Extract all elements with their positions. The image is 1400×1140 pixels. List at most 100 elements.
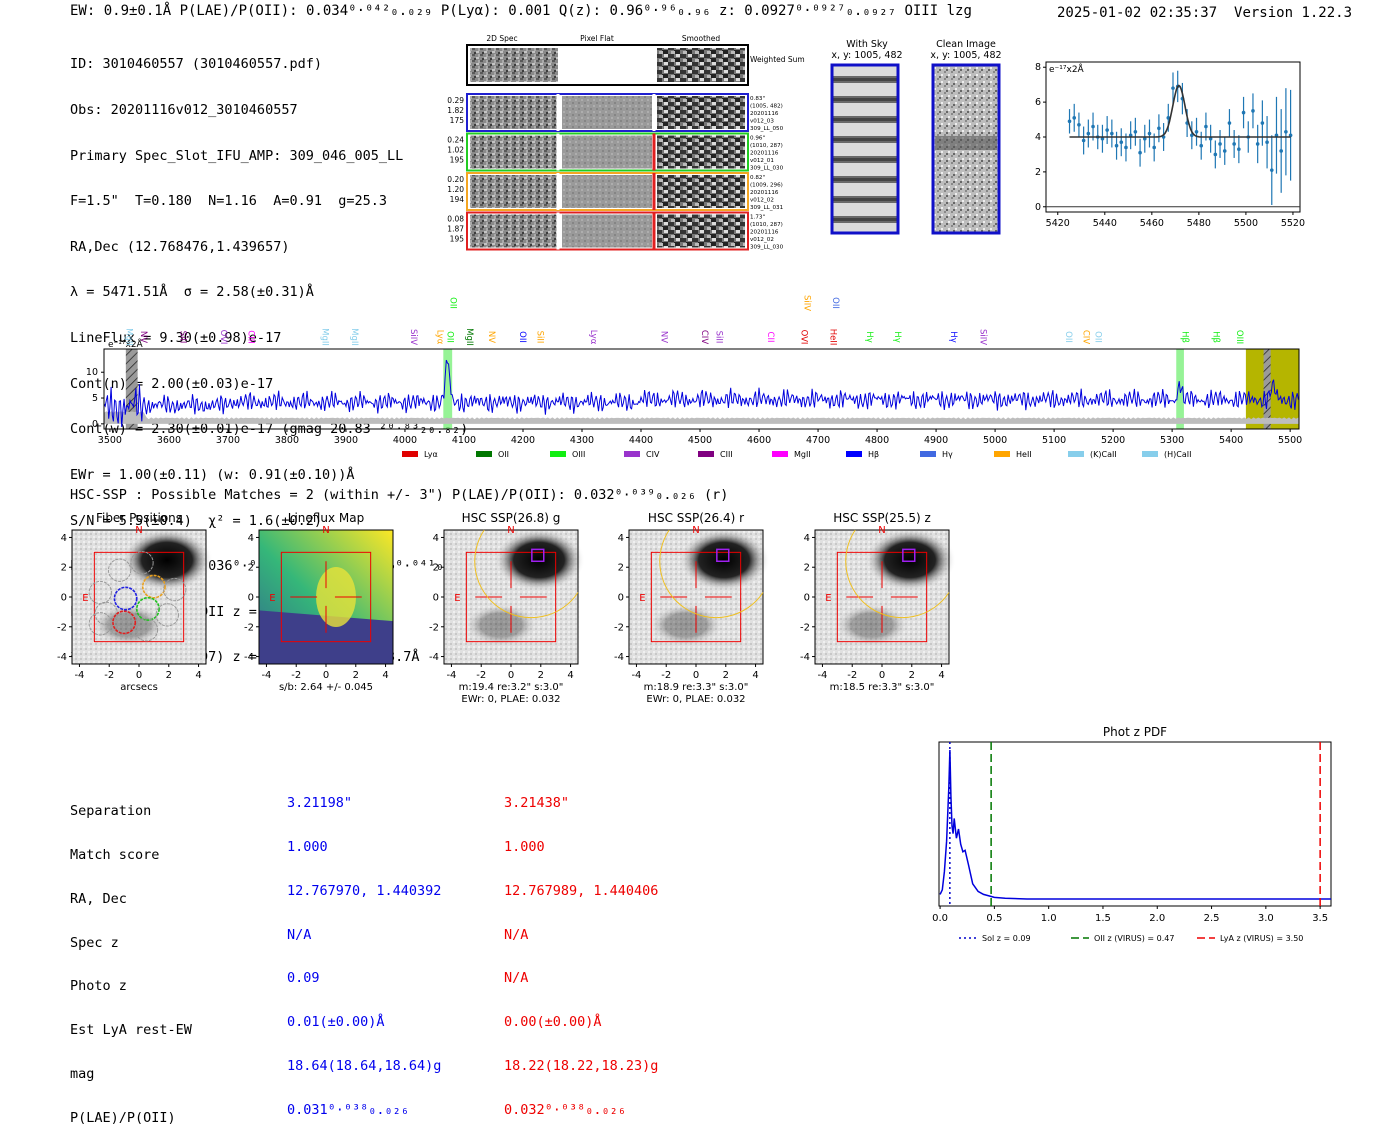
with-sky-coord: x, y: 1005, 482 (831, 50, 902, 61)
fiber-circle (88, 612, 112, 636)
fit-ylabel: e⁻¹⁷x2Å (1049, 63, 1085, 75)
fit-data-point (1260, 121, 1265, 125)
spectrum-legend-label: Hγ (942, 450, 953, 459)
panel-xtick-label: -2 (291, 670, 301, 681)
fit-data-point (1284, 129, 1288, 134)
fit-data-point (1081, 138, 1086, 143)
panel-title: HSC SSP(25.5) z (833, 511, 931, 525)
panel-ytick-label: -4 (244, 652, 254, 663)
spectrum-line-label: SiIV (408, 329, 418, 345)
spectrum-xtick-label: 5500 (1278, 435, 1302, 446)
cutout-right-info: 20201116 (750, 230, 779, 236)
fit-data-point (1208, 136, 1213, 141)
spectrum-highlight-band (1245, 349, 1299, 429)
spectrum-xtick-label: 3600 (157, 435, 181, 446)
cutout-pixel-flat (562, 214, 652, 248)
cutout-right-info: (1009, 296) (750, 183, 783, 189)
clean-image-title: Clean Image (936, 39, 996, 50)
spectrum-legend-swatch (994, 451, 1010, 457)
clean-image-coord: x, y: 1005, 482 (930, 50, 1001, 61)
spectrum-line-label: HeII (827, 329, 837, 346)
spectrum-flux-line (103, 359, 1299, 428)
spectrum-legend-label: MgII (794, 450, 811, 459)
fiber-circle (130, 551, 154, 575)
spectrum-line-label: OII (1063, 331, 1073, 343)
east-marker: E (639, 593, 645, 604)
cutout-col-title: Pixel Flat (580, 34, 614, 43)
match-1-value: 18.64(18.64,18.64)g (287, 1057, 442, 1074)
cutout-2d-spec (470, 214, 558, 248)
match-1-value: 3.21198" (287, 795, 353, 812)
match-2-value: 18.22(18.22,18.23)g (504, 1057, 659, 1074)
spectrum-axes-frame (103, 348, 1300, 430)
cutout-left-stat: 1.82 (447, 106, 464, 115)
cutout-left-stat: 0.29 (447, 96, 464, 105)
panel-ytick-label: -2 (614, 622, 624, 633)
cutout-2d-spec (470, 96, 558, 129)
spectrum-line-label: Hγ (892, 331, 902, 342)
spectrum-xtick-label: 3500 (98, 435, 122, 446)
panel-caption: m:18.9 re:3.3" s:3.0" (644, 682, 749, 693)
match-1-value: 12.767970, 1.440392 (287, 882, 442, 899)
spectrum-legend-swatch (1142, 451, 1158, 457)
fit-data-point (1077, 122, 1081, 127)
spectrum-line-label: NV (138, 331, 148, 343)
spectrum-legend-swatch (920, 451, 936, 457)
spectrum-ytick-label: 0 (92, 419, 98, 430)
cutout-right-info: v012_02 (750, 237, 774, 243)
spectrum-legend-swatch (1068, 451, 1084, 457)
fit-xtick-label: 5500 (1234, 218, 1258, 229)
fit-data-point (1124, 145, 1128, 150)
north-marker: N (878, 525, 885, 536)
panel-galaxy (121, 528, 213, 592)
match-label: Est LyA rest-EW (70, 1022, 192, 1039)
east-marker: E (82, 593, 88, 604)
panel-xtick-label: 0 (879, 670, 885, 681)
aperture-ellipse (845, 529, 950, 619)
match-2-value: 12.767989, 1.440406 (504, 882, 659, 899)
fit-xtick-label: 5480 (1187, 218, 1211, 229)
match-label: Separation (70, 803, 152, 820)
cutout-left-stat: 1.20 (447, 185, 464, 194)
spectrum-line-label: NV (486, 331, 496, 343)
cutout-2d-spec (470, 175, 558, 208)
spectrum-line-label: OII (1092, 331, 1102, 343)
fit-data-point (1265, 140, 1269, 145)
spectrum-line-label: SiIV (977, 329, 987, 345)
panel-ytick-label: 4 (618, 533, 624, 544)
match-2-value: N/A (504, 926, 529, 943)
cutout-smoothed (657, 96, 745, 129)
spectrum-ytick-label: 10 (86, 367, 98, 378)
panel-ytick-label: 4 (248, 533, 254, 544)
spectrum-line-label: SiIV (802, 295, 812, 311)
east-marker: E (269, 593, 275, 604)
panel-xtick-label: -4 (261, 670, 271, 681)
photz-xtick-label: 0.0 (932, 913, 948, 924)
sky-images: With Sky x, y: 1005, 482 Clean Image x, … (830, 39, 1002, 235)
cutout-pixel-flat (562, 175, 652, 208)
panel-ytick-label: 2 (248, 563, 254, 574)
panel-ytick-label: -2 (244, 622, 254, 633)
north-marker: N (692, 525, 699, 536)
panel-title: HSC SSP(26.4) r (648, 511, 744, 525)
cutout-right-info: (1010, 287) (750, 143, 783, 149)
spectrum-ylabel: e⁻¹⁷x2Å (108, 338, 144, 350)
spectrum-line-label: Hβ (1210, 331, 1220, 343)
fit-ytick-label: 2 (1035, 167, 1041, 178)
photz-legend-label: OII z (VIRUS) = 0.47 (1094, 934, 1174, 943)
fit-data-point (1147, 131, 1152, 136)
spectrum-legend-swatch (624, 451, 640, 457)
photz-xtick-label: 3.0 (1258, 913, 1274, 924)
photz-xtick-label: 0.5 (986, 913, 1002, 924)
panel-ytick-label: -2 (429, 622, 439, 633)
panel-ytick-label: 0 (61, 593, 67, 604)
match-label: mag (70, 1065, 95, 1082)
fit-data-point (1105, 128, 1109, 132)
spectrum-legend-swatch (476, 451, 492, 457)
with-sky-image (830, 63, 900, 235)
clean-image-line-trace (935, 136, 997, 150)
spectrum-line-label: OII (830, 297, 840, 309)
info-line: λ = 5471.51Å σ = 2.58(±0.31)Å (70, 284, 314, 301)
spectrum-xtick-label: 5400 (1219, 435, 1243, 446)
